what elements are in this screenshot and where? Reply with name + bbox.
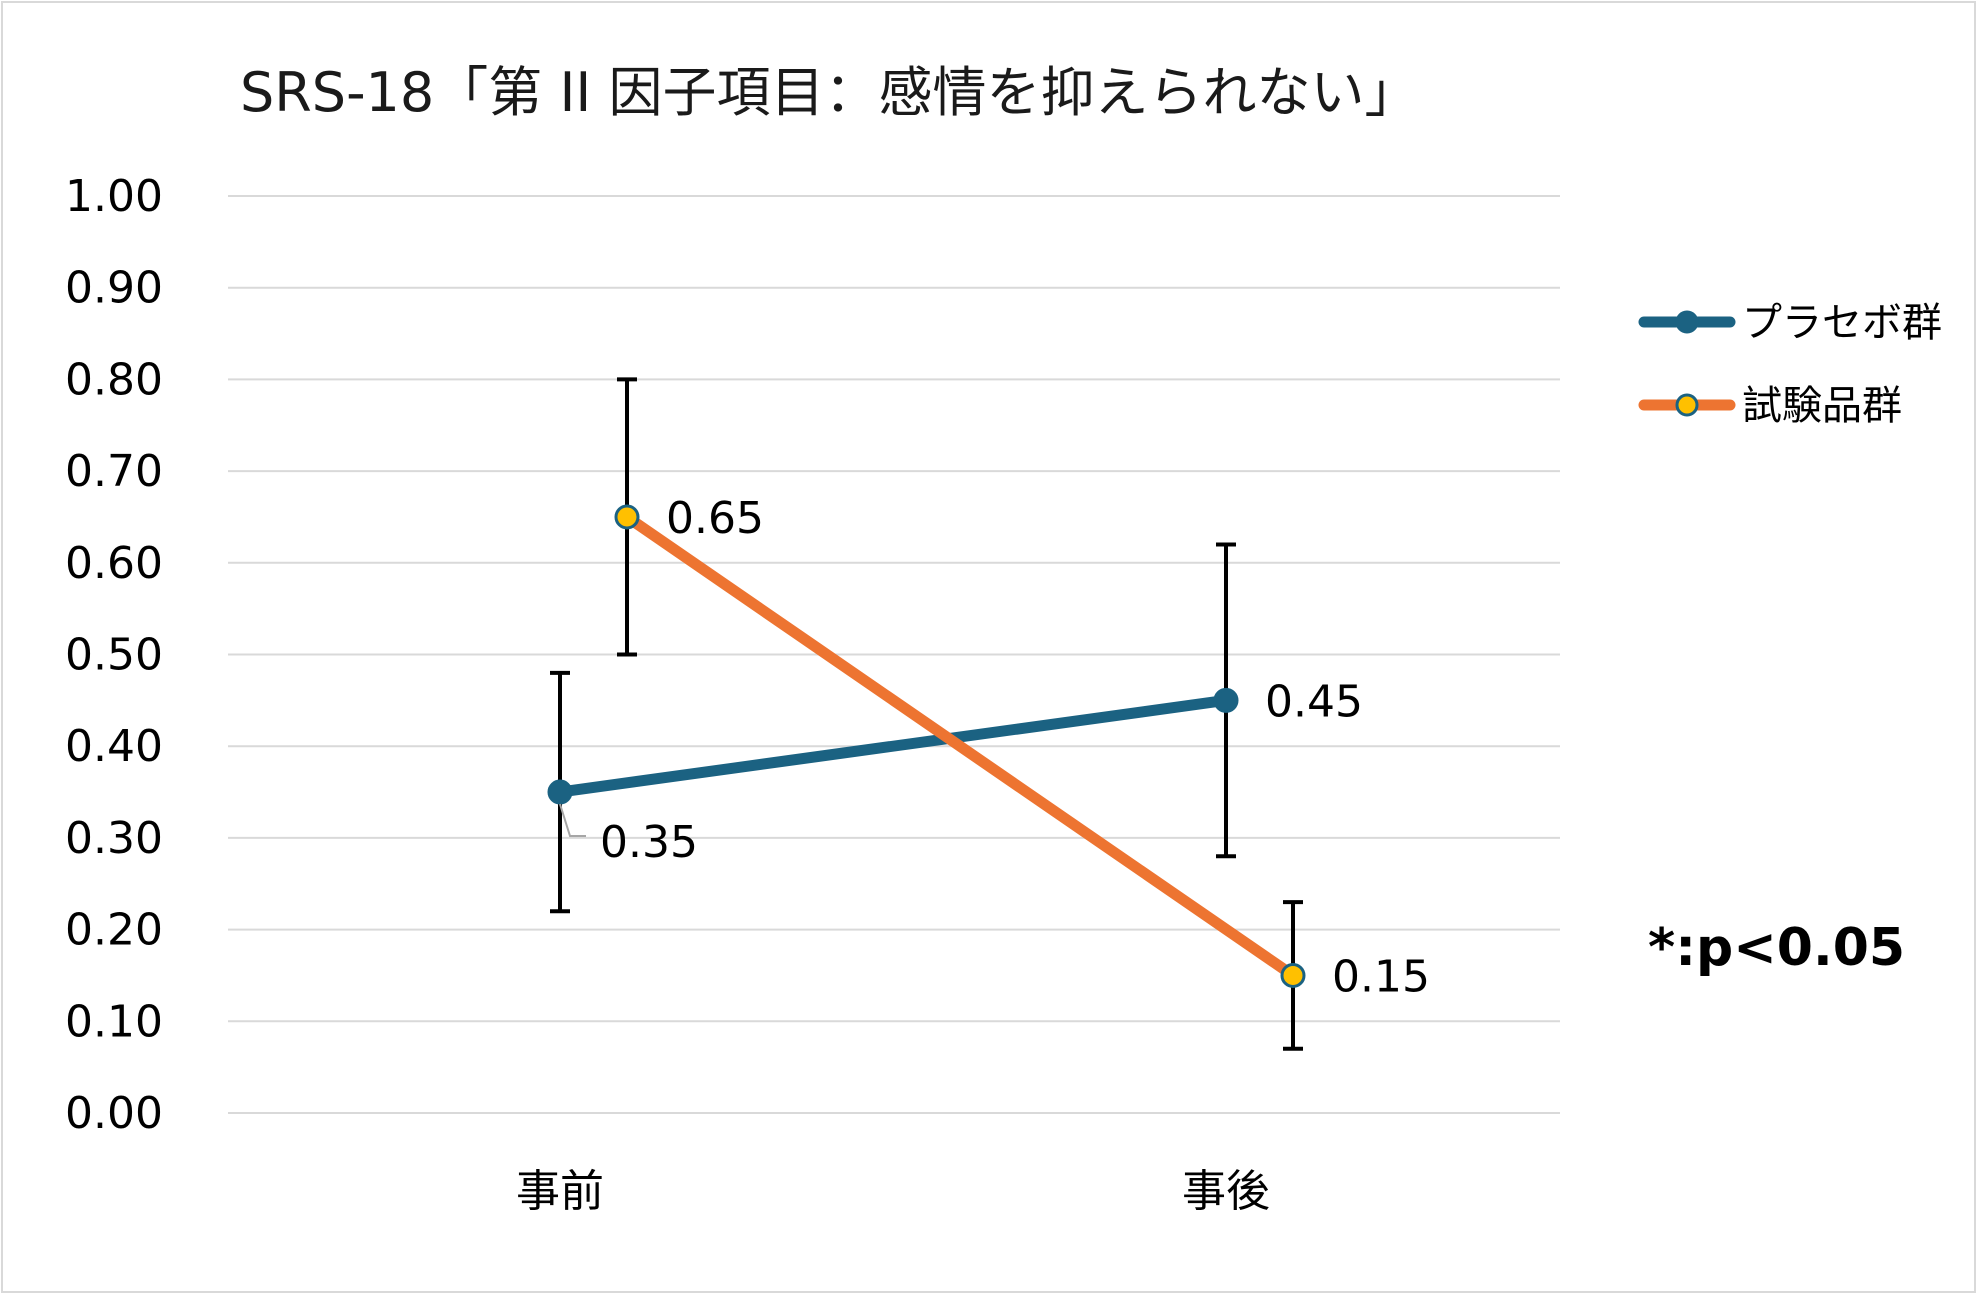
y-tick-label: 0.50 (65, 630, 163, 681)
data-point (547, 779, 573, 805)
series-line (621, 511, 1299, 981)
data-label: 0.65 (666, 493, 764, 544)
data-labels: 0.35 0.45 0.65 0.15 (559, 493, 1430, 1002)
y-axis: 0.00 0.10 0.20 0.30 0.40 0.50 0.60 0.70 0.80 0.90… (65, 171, 163, 1139)
error-bars (550, 377, 1303, 1051)
y-tick-label: 0.20 (65, 905, 163, 956)
data-point (1213, 687, 1239, 713)
data-label: 0.15 (1332, 951, 1430, 1002)
data-point (614, 504, 640, 530)
legend-swatch-marker (1675, 393, 1699, 417)
significance-note: *:p<0.05 (1648, 918, 1905, 978)
series-line (554, 694, 1232, 798)
data-label: 0.35 (600, 817, 698, 868)
y-tick-label: 0.40 (65, 721, 163, 772)
x-axis: 事前 事後 (516, 1166, 1270, 1217)
legend-label: 試験品群 (1742, 383, 1902, 429)
y-tick-label: 0.90 (65, 263, 163, 314)
y-tick-label: 0.10 (65, 996, 163, 1047)
data-label: 0.45 (1265, 676, 1363, 727)
legend-label: プラセボ群 (1742, 300, 1942, 346)
gridlines (228, 195, 1560, 1114)
series-lines (554, 511, 1299, 981)
series-markers (547, 504, 1306, 988)
x-category-label: 事後 (1182, 1166, 1270, 1217)
data-label-leader (559, 803, 586, 838)
data-point (1280, 962, 1306, 988)
y-tick-label: 0.30 (65, 813, 163, 864)
y-tick-label: 0.80 (65, 354, 163, 405)
y-tick-label: 0.70 (65, 446, 163, 497)
y-tick-label: 0.00 (65, 1088, 163, 1139)
chart-title: SRS-18「第 II 因子項目：感情を抑えられない」 (240, 61, 1418, 124)
y-tick-label: 0.60 (65, 538, 163, 589)
legend-swatch-marker (1675, 310, 1699, 334)
y-tick-label: 1.00 (65, 171, 163, 222)
x-category-label: 事前 (516, 1166, 604, 1217)
